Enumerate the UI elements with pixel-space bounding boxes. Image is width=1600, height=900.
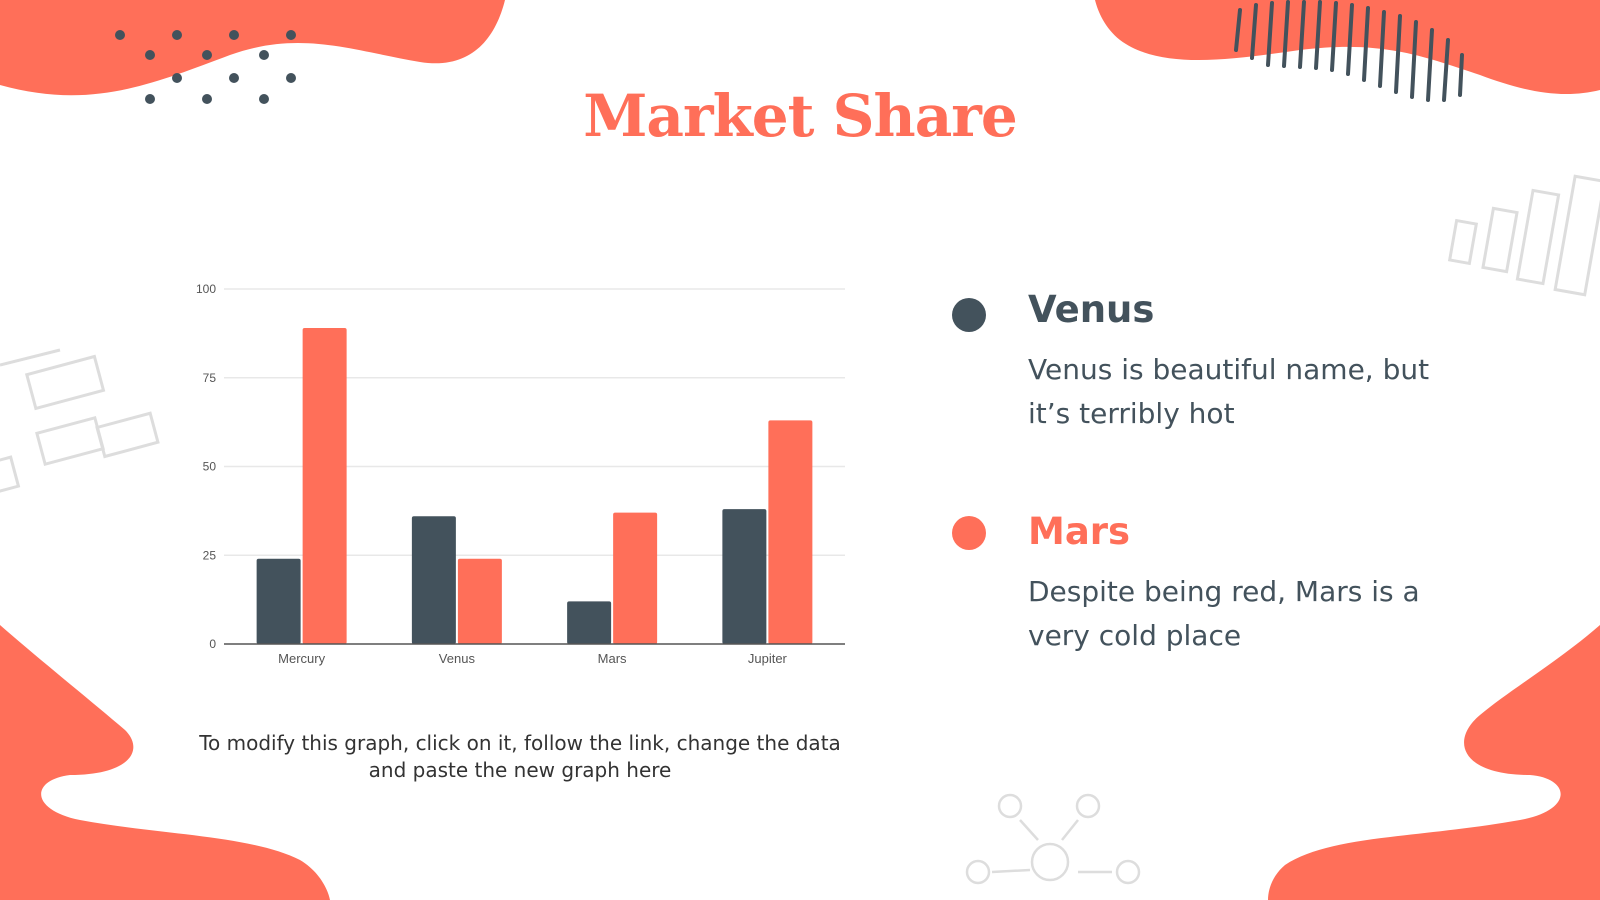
bar-jupiter-mars	[768, 420, 813, 644]
page-title: Market Share	[583, 82, 1018, 150]
legend-description: Venus is beautiful name, but it’s terrib…	[1028, 353, 1430, 430]
bar-venus-mars	[457, 558, 502, 644]
y-tick-label: 50	[203, 460, 217, 474]
x-tick-label: Mercury	[278, 651, 325, 666]
y-tick-label: 0	[209, 637, 216, 651]
bottom-left-blob	[0, 625, 330, 900]
bar-mars-venus	[567, 601, 612, 644]
top-right-blob	[1095, 0, 1600, 95]
bar-mercury-mars	[302, 328, 347, 644]
y-tick-label: 75	[203, 371, 217, 385]
legend-dot-icon	[952, 516, 986, 550]
legend-description: Despite being red, Mars is a very cold p…	[1028, 575, 1420, 652]
sketch-bars-icon	[1447, 174, 1600, 297]
sketch-flowchart-icon	[0, 348, 160, 495]
legend-dot-icon	[952, 298, 986, 332]
x-tick-label: Jupiter	[748, 651, 788, 666]
legend-name: Venus	[1028, 288, 1155, 331]
bar-jupiter-venus	[722, 509, 767, 644]
y-tick-label: 100	[196, 282, 216, 296]
y-tick-label: 25	[203, 548, 217, 562]
bar-venus-venus	[411, 516, 456, 644]
bar-mercury-venus	[256, 558, 301, 644]
bar-mars-mars	[613, 512, 658, 644]
x-tick-label: Venus	[439, 651, 476, 666]
top-left-blob	[0, 0, 505, 96]
legend-name: Mars	[1028, 510, 1131, 553]
dots-pattern	[115, 30, 296, 104]
x-tick-label: Mars	[598, 651, 627, 666]
stripes-pattern	[1234, 0, 1464, 102]
sketch-lightbulb-icon	[965, 793, 1141, 885]
bottom-right-blob	[1268, 625, 1600, 900]
chart-note: To modify this graph, click on it, follo…	[199, 731, 841, 782]
